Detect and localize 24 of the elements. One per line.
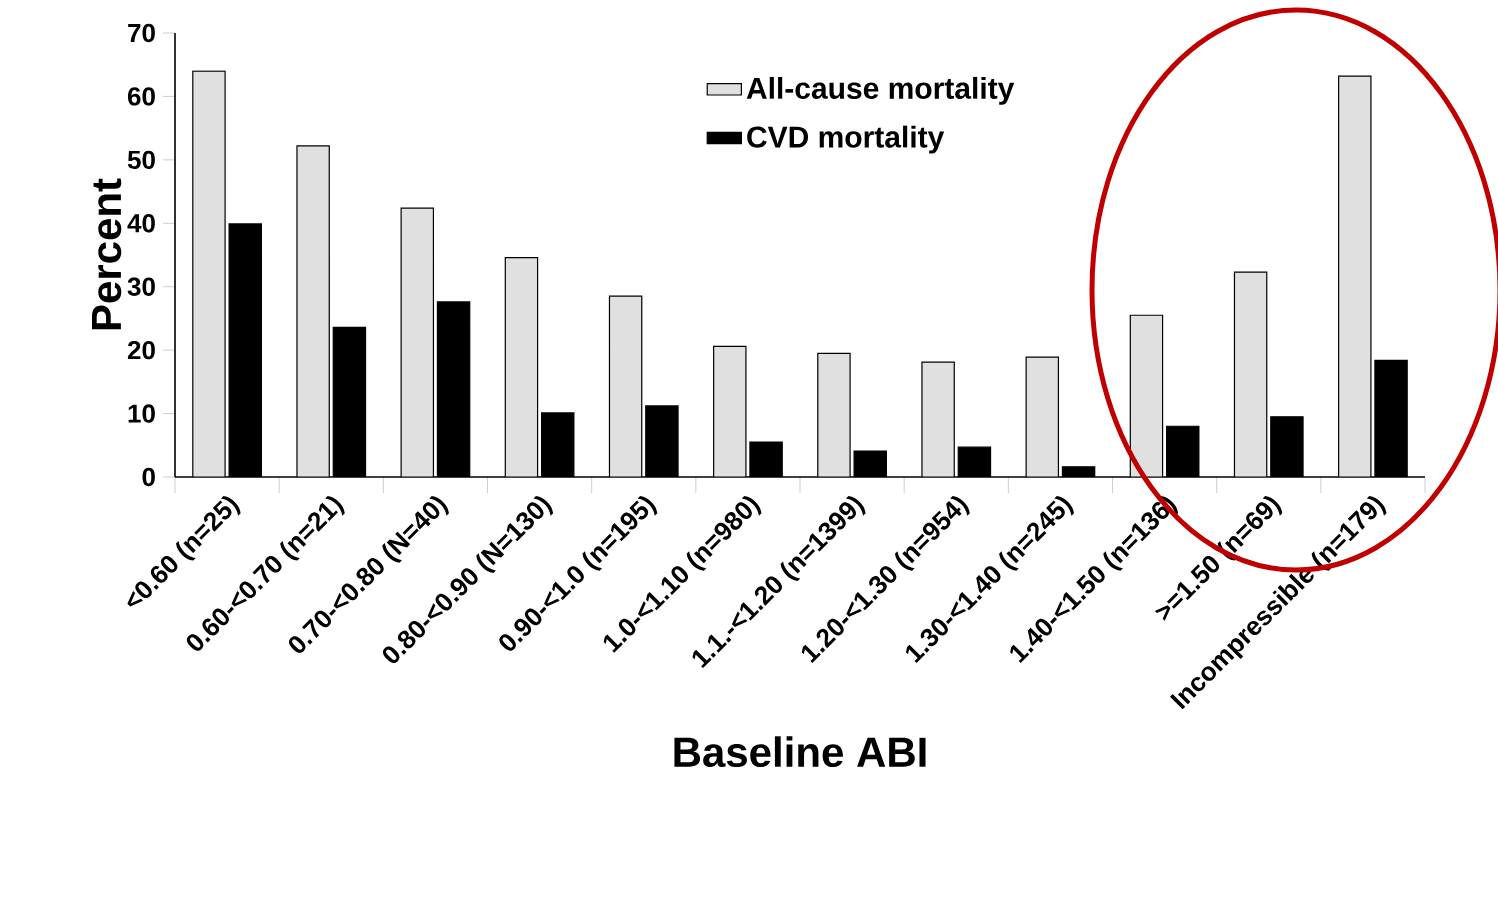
bar xyxy=(817,352,851,477)
y-tick-label: 60 xyxy=(127,87,155,106)
bar xyxy=(192,70,226,477)
x-axis-title: Baseline ABI xyxy=(674,736,926,768)
bar xyxy=(608,295,643,477)
y-axis-title: Percent xyxy=(91,178,122,330)
bar xyxy=(1338,75,1372,477)
y-tick-label: 70 xyxy=(128,23,155,43)
bar xyxy=(296,145,330,477)
y-tick-label: 30 xyxy=(127,277,155,296)
bar xyxy=(1129,314,1164,477)
bar xyxy=(400,207,435,477)
y-tick-label: 40 xyxy=(127,214,155,233)
y-tick-label: 10 xyxy=(128,404,155,423)
bar xyxy=(1233,271,1268,477)
legend-label: All-cause mortality xyxy=(746,76,1015,105)
bar xyxy=(713,345,747,477)
bar xyxy=(921,361,955,477)
legend-label: CVD mortality xyxy=(747,125,945,154)
y-tick-label: 20 xyxy=(127,340,155,360)
y-tick-label: 50 xyxy=(127,150,155,170)
bar xyxy=(1025,356,1060,477)
bar xyxy=(504,256,539,477)
y-tick-label: 0 xyxy=(142,467,155,487)
